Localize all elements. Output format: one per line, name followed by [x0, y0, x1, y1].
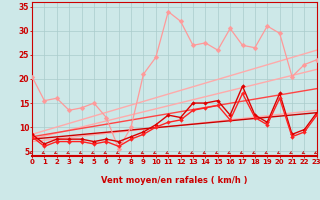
- X-axis label: Vent moyen/en rafales ( km/h ): Vent moyen/en rafales ( km/h ): [101, 176, 248, 185]
